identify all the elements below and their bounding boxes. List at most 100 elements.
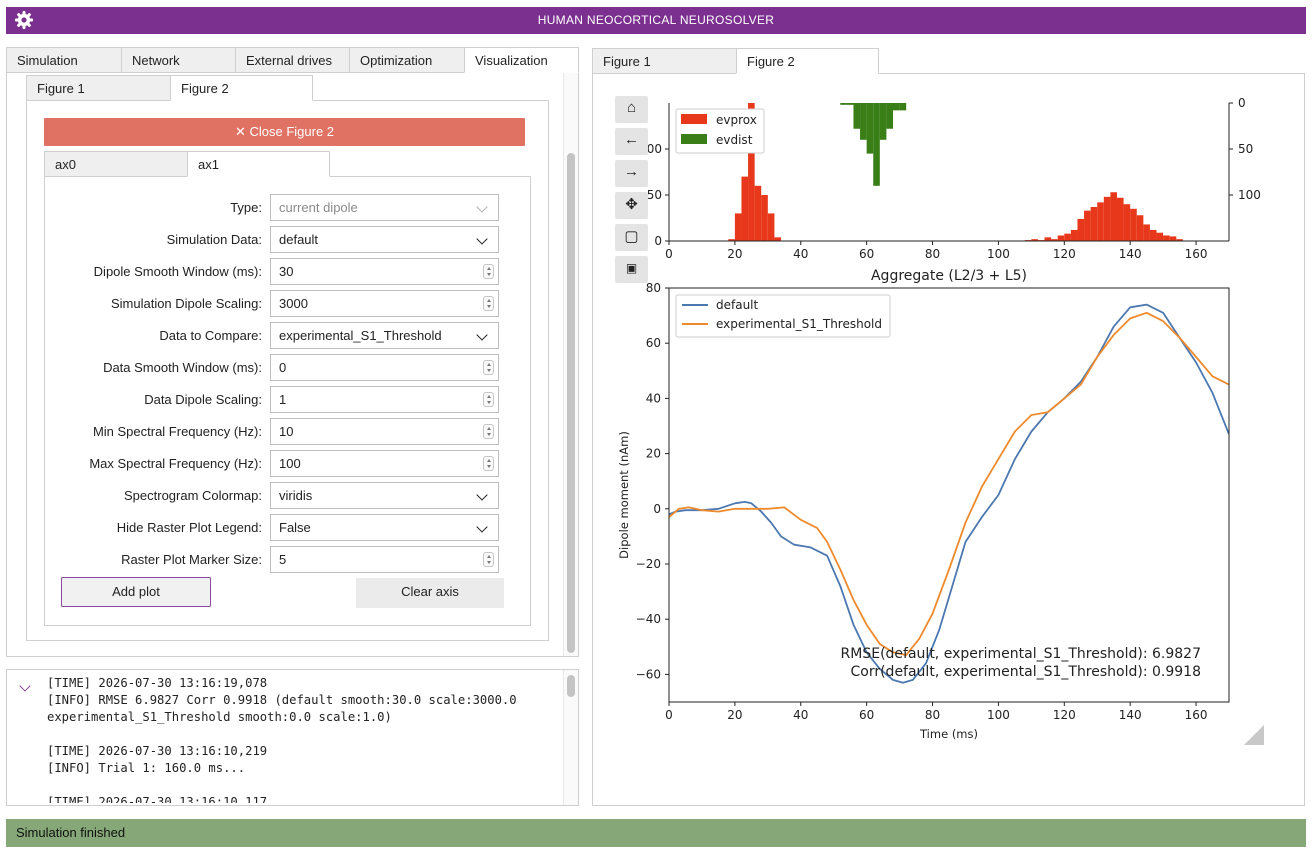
spinner-icon[interactable]: [483, 552, 494, 567]
collapse-chevron-icon[interactable]: [19, 680, 31, 692]
max-spectral-frequency-row: Max Spectral Frequency (Hz): 100: [50, 450, 505, 478]
chevron-down-icon: [476, 233, 488, 245]
type-row: Type: current dipole: [50, 194, 505, 222]
left-figure-tabs: Figure 1 Figure 2: [26, 75, 313, 101]
left-panel-scrollbar[interactable]: [563, 73, 578, 656]
tab-visualization[interactable]: Visualization: [464, 47, 579, 73]
hide-raster-plot-legend-select[interactable]: False: [270, 514, 499, 541]
max-spectral-frequency-input[interactable]: 100: [270, 450, 499, 477]
forward-arrow-icon: →: [624, 163, 639, 180]
log-scrollbar[interactable]: [563, 670, 578, 805]
max-spectral-frequency-value: 100: [279, 456, 301, 471]
back-button[interactable]: ←: [615, 128, 648, 155]
log-line: experimental_S1_Threshold smooth:0.0 sca…: [47, 710, 392, 724]
main-tabs: Simulation Network External drives Optim…: [6, 47, 579, 73]
back-arrow-icon: ←: [624, 131, 639, 148]
ax-tabs: ax0 ax1: [44, 151, 330, 177]
spinner-icon[interactable]: [483, 264, 494, 279]
simulation-data-select[interactable]: default: [270, 226, 499, 253]
app-title-bar: HUMAN NEOCORTICAL NEUROSOLVER: [6, 7, 1306, 34]
gear-icon[interactable]: [14, 10, 34, 30]
data-dipole-scaling-label: Data Dipole Scaling:: [144, 392, 262, 407]
forward-button[interactable]: →: [615, 160, 648, 187]
tab-figure-2[interactable]: Figure 2: [170, 75, 313, 101]
log-line: [TIME] 2026-07-30 13:16:19,078: [47, 676, 268, 690]
tab-right-figure-2[interactable]: Figure 2: [736, 48, 879, 74]
hide-raster-plot-legend-row: Hide Raster Plot Legend: False: [50, 514, 505, 542]
type-label: Type:: [230, 200, 262, 215]
clear-axis-button[interactable]: Clear axis: [356, 578, 504, 608]
spinner-icon[interactable]: [483, 392, 494, 407]
type-select: current dipole: [270, 194, 499, 221]
spinner-icon[interactable]: [483, 296, 494, 311]
tab-network[interactable]: Network: [121, 47, 235, 73]
data-smooth-window-value: 0: [279, 360, 287, 375]
log-line: [INFO] Trial 1: 160.0 ms...: [47, 761, 246, 775]
data-smooth-window-label: Data Smooth Window (ms):: [103, 360, 262, 375]
log-line: [INFO] RMSE 6.9827 Corr 0.9918 (default …: [47, 693, 517, 707]
spinner-icon[interactable]: [483, 456, 494, 471]
data-to-compare-select[interactable]: experimental_S1_Threshold: [270, 322, 499, 349]
resize-handle-icon[interactable]: [1244, 725, 1264, 745]
zoom-button[interactable]: ▢: [615, 224, 648, 251]
simulation-dipole-scaling-row: Simulation Dipole Scaling: 3000: [50, 290, 505, 318]
log-scroll-thumb[interactable]: [567, 675, 575, 697]
data-to-compare-label: Data to Compare:: [159, 328, 262, 343]
raster-plot-marker-size-row: Raster Plot Marker Size: 5: [50, 546, 505, 574]
tab-external-drives[interactable]: External drives: [235, 47, 349, 73]
left-panel-scroll-thumb[interactable]: [567, 153, 575, 653]
hide-raster-plot-legend-value: False: [279, 520, 311, 535]
home-icon: ⌂: [626, 99, 637, 116]
dipole-smooth-window-value: 30: [279, 264, 294, 279]
tab-optimization[interactable]: Optimization: [349, 47, 464, 73]
log-line: [TIME] 2026-07-30 13:16:10,117: [47, 795, 268, 803]
zoom-rect-icon: ▢: [624, 228, 639, 245]
pan-icon: ✥: [625, 196, 638, 213]
dipole-smooth-window-input[interactable]: 30: [270, 258, 499, 285]
log-text: [TIME] 2026-07-30 13:16:19,078 [INFO] RMS…: [47, 675, 517, 803]
tab-ax0[interactable]: ax0: [44, 151, 187, 177]
spectrogram-colormap-label: Spectrogram Colormap:: [124, 488, 262, 503]
chevron-down-icon: [476, 329, 488, 341]
data-smooth-window-row: Data Smooth Window (ms): 0: [50, 354, 505, 382]
tab-figure-1[interactable]: Figure 1: [26, 75, 170, 101]
dipole-smooth-window-row: Dipole Smooth Window (ms): 30: [50, 258, 505, 286]
data-dipole-scaling-input[interactable]: 1: [270, 386, 499, 413]
right-figure-tabs: Figure 1 Figure 2: [592, 48, 879, 74]
raster-plot-marker-size-input[interactable]: 5: [270, 546, 499, 573]
add-plot-button[interactable]: Add plot: [61, 577, 211, 607]
log-line: [TIME] 2026-07-30 13:16:10,219: [47, 744, 268, 758]
raster-plot-marker-size-value: 5: [279, 552, 287, 567]
data-to-compare-value: experimental_S1_Threshold: [279, 328, 442, 343]
chevron-down-icon: [476, 489, 488, 501]
simulation-dipole-scaling-value: 3000: [279, 296, 308, 311]
status-bar: Simulation finished: [6, 819, 1306, 847]
spectrogram-colormap-select[interactable]: viridis: [270, 482, 499, 509]
min-spectral-frequency-label: Min Spectral Frequency (Hz):: [92, 424, 262, 439]
log-line: ​: [47, 726, 517, 743]
tab-ax1[interactable]: ax1: [187, 151, 330, 177]
chevron-down-icon: [476, 521, 488, 533]
close-figure-button[interactable]: ✕ Close Figure 2: [44, 118, 525, 146]
right-figure-panel: [592, 73, 1305, 806]
chevron-down-icon: [476, 201, 488, 213]
spinner-icon[interactable]: [483, 360, 494, 375]
type-value: current dipole: [279, 200, 358, 215]
status-text: Simulation finished: [16, 825, 126, 840]
simulation-data-row: Simulation Data: default: [50, 226, 505, 254]
spinner-icon[interactable]: [483, 424, 494, 439]
data-smooth-window-input[interactable]: 0: [270, 354, 499, 381]
raster-plot-marker-size-label: Raster Plot Marker Size:: [121, 552, 262, 567]
tab-right-figure-1[interactable]: Figure 1: [592, 48, 736, 74]
home-button[interactable]: ⌂: [615, 96, 648, 123]
tab-simulation[interactable]: Simulation: [6, 47, 121, 73]
min-spectral-frequency-row: Min Spectral Frequency (Hz): 10: [50, 418, 505, 446]
simulation-data-label: Simulation Data:: [166, 232, 262, 247]
simulation-dipole-scaling-input[interactable]: 3000: [270, 290, 499, 317]
app-title: HUMAN NEOCORTICAL NEUROSOLVER: [537, 13, 775, 27]
min-spectral-frequency-input[interactable]: 10: [270, 418, 499, 445]
save-icon: ▣: [625, 261, 638, 275]
hide-raster-plot-legend-label: Hide Raster Plot Legend:: [116, 520, 262, 535]
pan-button[interactable]: ✥: [615, 192, 648, 219]
save-figure-button[interactable]: ▣: [615, 256, 648, 283]
